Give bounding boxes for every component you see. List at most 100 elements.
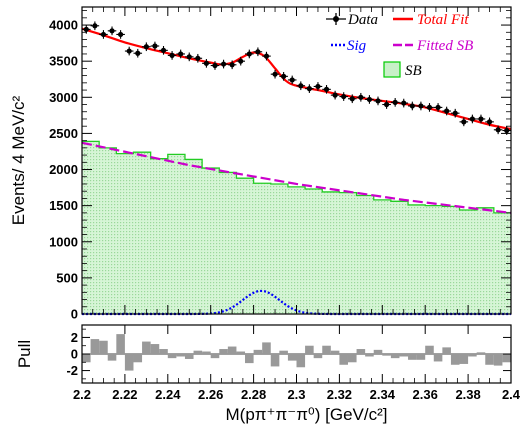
pull-bar <box>236 351 246 354</box>
pull-bar <box>227 346 237 354</box>
pull-bar <box>330 350 340 354</box>
pull-bar <box>245 354 254 364</box>
pull-bar <box>450 354 460 365</box>
pull-bar <box>459 354 469 364</box>
pull-bar <box>305 345 314 354</box>
x-tick-label: 2.28 <box>241 387 266 402</box>
data-point-marker <box>469 116 475 122</box>
data-point <box>270 69 280 79</box>
pull-bar <box>90 339 100 354</box>
data-point-marker <box>143 44 149 50</box>
y-axis-label: Events/ 4 MeV/c² <box>9 95 28 225</box>
pull-y-tick-label: 2 <box>71 330 78 345</box>
legend-fitted-sb-label: Fitted SB <box>416 38 473 54</box>
pull-bar <box>124 354 134 371</box>
data-point-marker <box>332 92 338 98</box>
data-point <box>227 60 237 70</box>
pull-bar <box>142 341 151 354</box>
data-point-marker <box>92 23 98 29</box>
legend-data-marker <box>326 13 346 25</box>
fit-panel: 0 500 1000 1500 2000 2500 3000 3500 4000 Events/… <box>9 6 512 322</box>
data-point <box>99 30 108 39</box>
pull-bar <box>167 354 177 359</box>
data-point <box>476 114 486 124</box>
data-point-marker <box>349 96 355 102</box>
data-point-marker <box>358 94 364 100</box>
data-point-marker <box>203 60 210 66</box>
pull-bar <box>390 354 400 359</box>
pull-bar <box>193 350 203 354</box>
x-tick-label: 2.36 <box>413 387 438 402</box>
data-point <box>425 103 434 112</box>
data-point <box>468 114 477 124</box>
data-point <box>202 59 211 68</box>
pull-bar <box>287 354 297 361</box>
data-point <box>176 49 185 59</box>
pull-bar <box>347 354 357 363</box>
y-tick-label: 2500 <box>49 126 78 141</box>
pull-bar <box>219 349 228 354</box>
y-tick-label: 500 <box>56 270 78 285</box>
data-point-marker <box>169 52 175 58</box>
data-point-marker <box>375 98 381 104</box>
data-point-marker <box>152 43 158 49</box>
data-point <box>442 106 451 116</box>
data-point-marker <box>126 48 132 54</box>
pull-panel: 2 0-2 Pull 2.2 2.22 2.24 2.26 2.28 2.3 2.32 2.34… <box>15 324 521 424</box>
pull-bar <box>468 354 477 357</box>
data-point <box>159 46 168 55</box>
data-point <box>365 95 374 104</box>
fitted-sb-line <box>81 141 512 214</box>
x-tick-label: 2.3 <box>287 387 305 402</box>
data-point <box>287 75 297 85</box>
data-point <box>236 56 246 66</box>
data-point-marker <box>323 86 330 92</box>
y-tick-label: 3000 <box>49 90 78 105</box>
pull-bar <box>99 340 108 354</box>
data-point-marker <box>478 116 484 122</box>
x-tick-label: 2.22 <box>112 387 137 402</box>
data-point-marker <box>229 62 235 68</box>
data-point-marker <box>109 28 115 34</box>
pull-bar <box>399 354 409 357</box>
pull-bar <box>365 354 374 357</box>
pull-bars <box>82 334 511 371</box>
legend-data-label: Data <box>347 12 378 28</box>
pull-bar <box>408 354 417 360</box>
data-point-marker <box>186 54 192 60</box>
pull-bar <box>202 351 211 354</box>
pull-bar <box>262 342 271 354</box>
sb-fill <box>82 141 511 314</box>
data-point <box>262 51 271 61</box>
x-tick-label: 2.32 <box>327 387 352 402</box>
pull-bar <box>442 347 451 354</box>
legend-sb-box <box>383 61 401 78</box>
pull-bar <box>339 354 348 365</box>
data-point-marker <box>401 100 407 106</box>
data-point-marker <box>435 104 441 111</box>
pull-bar <box>322 345 331 354</box>
fitted-sideband-curve <box>81 141 512 214</box>
data-point-marker <box>195 55 201 61</box>
data-point-marker <box>255 49 261 55</box>
pull-bar <box>150 344 160 354</box>
pull-bar <box>356 349 366 354</box>
legend-sb-label: SB <box>405 63 422 79</box>
data-point-marker <box>383 101 390 108</box>
data-point-marker <box>366 96 373 103</box>
data-point-marker <box>272 71 278 77</box>
data-point-marker <box>83 26 89 32</box>
data-point <box>253 47 263 57</box>
data-point-marker <box>135 50 141 56</box>
data-point-marker <box>238 58 244 64</box>
pull-bar <box>476 352 486 354</box>
x-tick-label: 2.24 <box>155 387 181 402</box>
data-point <box>450 108 460 118</box>
data-point-marker <box>426 104 433 111</box>
data-point <box>382 100 391 109</box>
y-tick-label: 3500 <box>49 54 78 69</box>
pull-bar <box>133 354 143 363</box>
data-point-marker <box>409 103 415 109</box>
pull-panel-ticks <box>81 325 512 383</box>
